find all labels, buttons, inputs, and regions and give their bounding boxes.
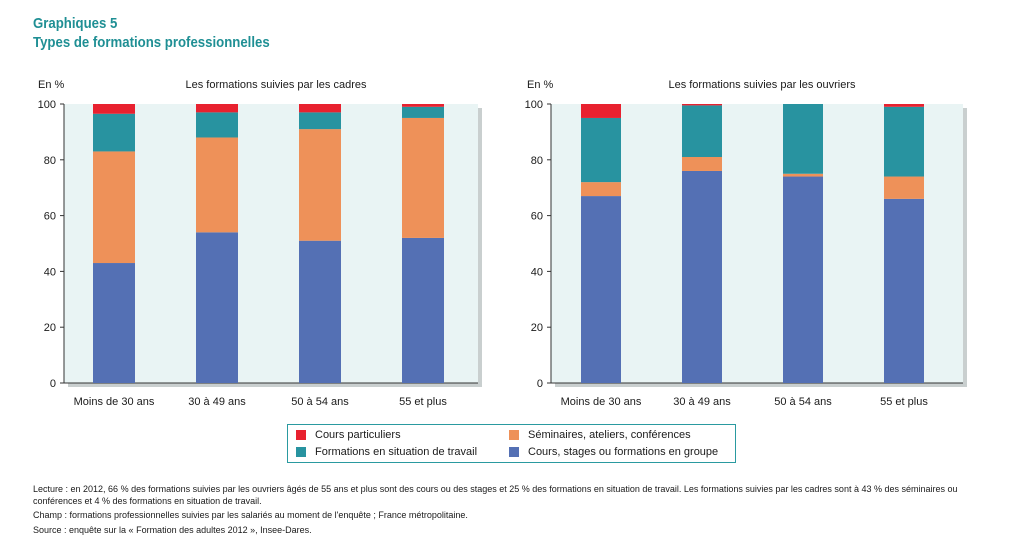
y-axis-label: En % [38,79,65,91]
bar-segment-seminaires [299,129,341,241]
page-title: Graphiques 5 [33,15,118,32]
legend-swatch-seminaires [509,430,519,440]
title-block: Graphiques 5 Types de formations profess… [33,14,302,52]
x-tick-label: 55 et plus [880,396,928,408]
bar-segment-particuliers [299,104,341,113]
legend-item-seminaires: Séminaires, ateliers, conférences [509,429,691,441]
bar-segment-groupe [682,170,722,383]
bar-segment-situation_travail [196,112,238,138]
y-tick-label: 80 [531,155,543,167]
bar-segment-groupe [783,176,823,383]
bar-segment-groupe [299,240,341,383]
y-tick-label: 20 [44,322,56,334]
chart-title: Les formations suivies par les cadres [186,79,367,91]
legend-label-seminaires: Séminaires, ateliers, conférences [528,429,691,441]
bar-segment-groupe [196,232,238,383]
bar-segment-particuliers [93,104,135,114]
legend-swatch-particuliers [296,430,306,440]
x-tick-label: Moins de 30 ans [74,396,155,408]
bar-segment-groupe [884,198,924,383]
bar-segment-situation_travail [783,104,823,174]
y-tick-label: 60 [531,211,543,223]
note-lecture: Lecture : en 2012, 66 % des formations s… [33,484,958,506]
bar-segment-seminaires [884,176,924,199]
note-source: Source : enquête sur la « Formation des … [33,524,312,535]
y-tick-label: 40 [531,266,543,278]
y-axis-label: En % [527,79,554,91]
bar-segment-groupe [581,196,621,383]
bar-segment-situation_travail [299,112,341,130]
bar-segment-situation_travail [402,106,444,118]
legend-label-particuliers: Cours particuliers [315,429,401,441]
x-tick-label: 30 à 49 ans [673,396,731,408]
bar-segment-seminaires [93,151,135,264]
bar-segment-particuliers [884,104,924,107]
page-subtitle: Types de formations professionnelles [33,34,270,51]
bar-segment-seminaires [581,182,621,197]
bar-segment-seminaires [783,173,823,177]
y-tick-label: 80 [44,155,56,167]
x-tick-label: 50 à 54 ans [774,396,832,408]
legend-swatch-situation-travail [296,447,306,457]
bar-segment-situation_travail [93,113,135,152]
note-champ: Champ : formations professionnelles suiv… [33,510,468,520]
bar-segment-situation_travail [884,106,924,177]
bar-segment-situation_travail [682,105,722,158]
y-tick-label: 40 [44,266,56,278]
bar-segment-groupe [93,263,135,383]
legend-label-groupe: Cours, stages ou formations en groupe [528,446,719,458]
bar-segment-particuliers [682,104,722,106]
x-tick-label: 50 à 54 ans [291,396,349,408]
x-tick-label: Moins de 30 ans [561,396,642,408]
legend-label-situation-travail: Formations en situation de travail [315,446,478,458]
legend-item-groupe: Cours, stages ou formations en groupe [509,446,718,458]
legend-swatch-groupe [509,447,519,457]
y-tick-label: 0 [537,378,543,390]
chart-ouvriers: Les formations suivies par les ouvriers E… [525,79,967,408]
legend-item-situation-travail: Formations en situation de travail [296,446,477,458]
chart-cadres: Les formations suivies par les cadres En … [38,79,482,408]
notes: Lecture : en 2012, 66 % des formations s… [33,484,999,539]
y-tick-label: 100 [525,99,543,111]
chart-title: Les formations suivies par les ouvriers [668,79,856,91]
x-tick-label: 30 à 49 ans [188,396,246,408]
bar-segment-particuliers [581,104,621,118]
legend-item-particuliers: Cours particuliers [296,429,401,441]
y-tick-label: 60 [44,211,56,223]
bar-segment-groupe [402,237,444,383]
x-tick-label: 55 et plus [399,396,447,408]
y-tick-label: 0 [50,378,56,390]
bar-segment-situation_travail [581,117,621,183]
bar-segment-seminaires [402,117,444,238]
y-tick-label: 100 [38,99,56,111]
y-tick-label: 20 [531,322,543,334]
bar-segment-particuliers [402,104,444,107]
legend: Cours particuliers Séminaires, ateliers,… [287,424,736,463]
bar-segment-particuliers [196,104,238,113]
bar-segment-seminaires [196,137,238,233]
bar-segment-seminaires [682,157,722,171]
